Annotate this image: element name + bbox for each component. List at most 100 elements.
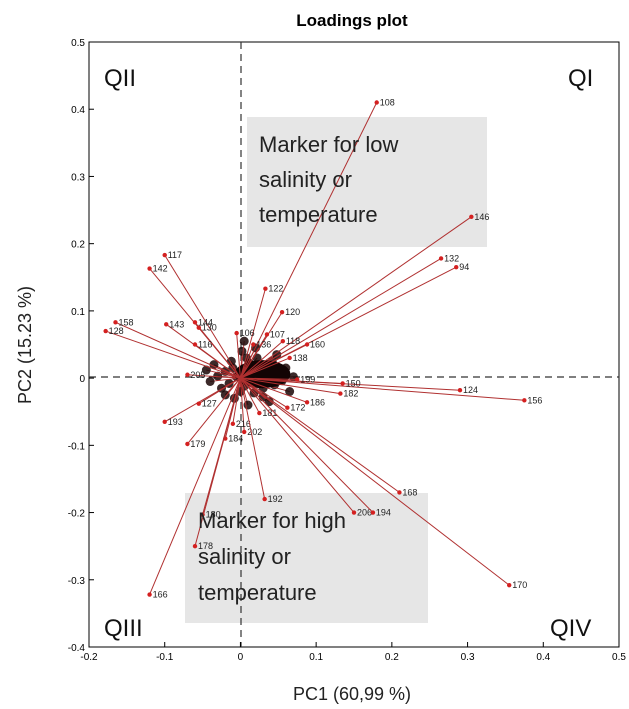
loading-vector (198, 377, 241, 405)
loading-point-label: 180 (206, 510, 221, 520)
loading-vector (240, 340, 284, 379)
cluster-point (205, 376, 215, 386)
loading-vector (240, 344, 308, 379)
loading-point-label: 106 (240, 328, 255, 338)
loading-point (264, 332, 270, 337)
loading-point (262, 496, 267, 502)
loading-point (192, 543, 198, 549)
loading-point-label: 168 (402, 487, 417, 497)
loading-vector (198, 327, 241, 379)
loading-vector (240, 377, 374, 513)
loading-point-label: 158 (119, 317, 134, 327)
loading-point-label: 122 (268, 284, 283, 294)
loading-point-label: 178 (198, 541, 213, 551)
loading-point-label: 120 (285, 307, 300, 317)
y-axis-ticks: -0.4 -0.3 -0.2 -0.1 0 0.1 0.2 0.3 0.4 0.5 (68, 38, 94, 654)
x-axis-label: PC1 (60,99 %) (293, 684, 411, 704)
loading-point-label: 205 (190, 370, 205, 380)
loading-point (162, 252, 167, 258)
loading-point-label: 124 (463, 385, 478, 395)
x-tick-label: 0 (238, 652, 244, 663)
loading-point (370, 510, 376, 515)
x-tick-label: -0.2 (80, 652, 98, 663)
loading-vector (240, 377, 308, 403)
y-tick-label: 0.5 (71, 38, 85, 49)
loading-point (295, 377, 300, 382)
loading-point-label: 136 (256, 340, 271, 350)
loading-point (285, 405, 290, 410)
loading-point-label: 142 (153, 264, 168, 274)
loading-point-label: 216 (236, 419, 251, 429)
loading-point-label: 184 (228, 434, 243, 444)
loading-vector (105, 330, 241, 379)
y-tick-label: 0.4 (71, 105, 85, 116)
loading-point (192, 320, 198, 325)
quadrant-label-q4: QIV (550, 615, 591, 642)
loading-point-label: 143 (169, 319, 184, 329)
loading-point (287, 355, 292, 361)
loading-vector (240, 377, 400, 493)
loading-point (162, 419, 167, 425)
quadrant-label-q3: QIII (104, 615, 143, 642)
loading-point (397, 490, 402, 495)
loading-point (164, 322, 169, 327)
loading-point-label: 128 (109, 326, 124, 336)
loading-point-label: 130 (202, 323, 217, 333)
loading-point-label: 172 (290, 403, 305, 413)
loading-point (251, 342, 256, 347)
loading-point (338, 391, 343, 396)
loading-point-label: 127 (202, 399, 217, 409)
loading-point (351, 510, 357, 515)
loading-vector (240, 258, 442, 379)
loading-point (263, 286, 268, 291)
loading-point-label: 116 (198, 340, 212, 350)
x-tick-label: 0.4 (536, 652, 550, 663)
annotation-low-line-2: salinity or (259, 167, 352, 192)
cluster-point (239, 336, 249, 346)
y-tick-label: 0.1 (71, 307, 85, 318)
loading-vector (240, 357, 290, 379)
x-tick-label: 0.2 (385, 652, 399, 663)
loading-point (507, 582, 512, 588)
loading-point (192, 342, 198, 347)
chart-title: Loadings plot (296, 11, 408, 30)
loading-vector (239, 378, 245, 432)
annotation-high-line-1: Marker for high (198, 508, 346, 533)
loading-vector (232, 378, 241, 424)
loading-vector (239, 102, 378, 379)
loading-point-label: 107 (270, 329, 285, 339)
loading-point (257, 410, 262, 416)
loading-point (304, 342, 310, 347)
quadrant-label-q1: QI (568, 65, 593, 92)
loading-point-label: 192 (268, 494, 283, 504)
loading-point-label: 202 (247, 427, 262, 437)
loading-point (304, 400, 310, 405)
y-tick-label: 0.2 (71, 240, 85, 251)
loading-vector (194, 377, 241, 547)
cluster-point (213, 371, 223, 381)
loading-point-label: 182 (343, 389, 358, 399)
loading-point (196, 325, 201, 330)
loading-point (522, 398, 527, 403)
loading-point-label: 108 (380, 98, 395, 108)
y-tick-label: -0.1 (68, 441, 86, 452)
loading-vector (239, 377, 260, 414)
loading-vector (149, 377, 241, 595)
loading-point-label: 179 (190, 439, 205, 449)
loading-vector (187, 374, 241, 379)
annotation-box-high (185, 493, 428, 623)
loading-point-label: 206 (357, 508, 372, 518)
loading-point (469, 214, 474, 219)
loading-point (103, 328, 108, 334)
loading-point (340, 381, 345, 386)
loading-point (374, 100, 379, 105)
plot-frame (88, 41, 620, 648)
cluster-point (220, 390, 230, 400)
loading-point-label: 156 (527, 395, 542, 405)
loading-vector (115, 321, 241, 379)
loading-vector (164, 254, 241, 379)
annotation-low-line-1: Marker for low (259, 132, 398, 157)
loading-point (230, 421, 236, 427)
cluster-point (272, 350, 282, 360)
